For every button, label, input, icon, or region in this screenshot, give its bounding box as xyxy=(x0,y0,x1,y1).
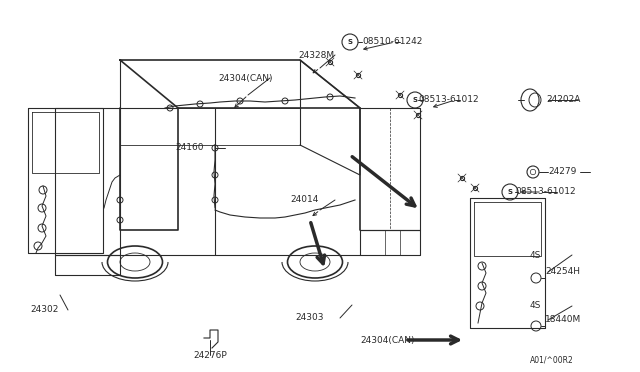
Text: 24304(CAN): 24304(CAN) xyxy=(218,74,273,83)
Text: 08513-61012: 08513-61012 xyxy=(418,96,479,105)
Text: 4S: 4S xyxy=(530,301,541,311)
Text: 18440M: 18440M xyxy=(545,315,581,324)
Text: S: S xyxy=(348,39,353,45)
Text: 24279: 24279 xyxy=(548,167,577,176)
Text: 08513-61012: 08513-61012 xyxy=(515,187,575,196)
Text: 24202A: 24202A xyxy=(546,96,580,105)
Text: 24328M: 24328M xyxy=(298,51,334,60)
Text: 24304(CAN): 24304(CAN) xyxy=(360,336,415,344)
Text: 24303: 24303 xyxy=(295,314,323,323)
Text: S: S xyxy=(413,97,417,103)
Text: A01/^00R2: A01/^00R2 xyxy=(530,356,573,365)
Text: 24254H: 24254H xyxy=(545,267,580,276)
Text: 24276P: 24276P xyxy=(193,350,227,359)
Text: 24302: 24302 xyxy=(30,305,58,314)
Text: 24160: 24160 xyxy=(175,144,204,153)
Text: 08510-61242: 08510-61242 xyxy=(362,38,422,46)
Text: 4S: 4S xyxy=(530,250,541,260)
Text: 24014: 24014 xyxy=(290,196,318,205)
Text: S: S xyxy=(508,189,513,195)
